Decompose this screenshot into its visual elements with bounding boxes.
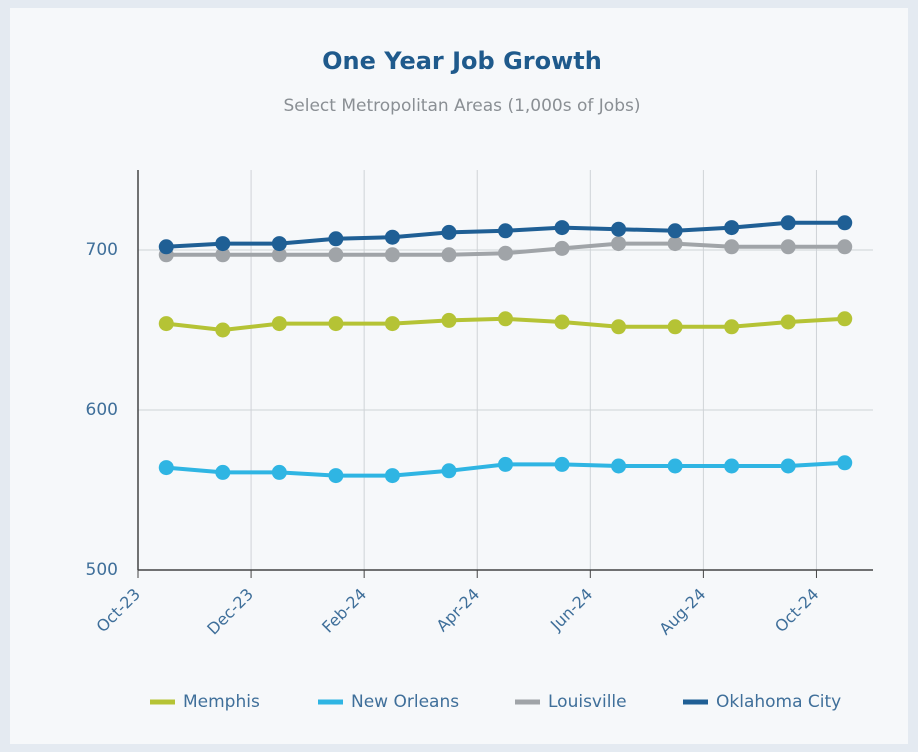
legend-label: Memphis	[183, 692, 260, 712]
data-point	[724, 239, 740, 255]
data-point	[215, 247, 231, 263]
data-point	[441, 463, 457, 479]
data-point	[215, 322, 231, 338]
data-point	[667, 223, 683, 239]
data-point	[611, 236, 627, 252]
data-point	[837, 455, 853, 471]
data-point	[498, 223, 513, 239]
data-point	[837, 239, 853, 255]
data-point	[215, 464, 231, 480]
y-tick-label: 700	[86, 240, 118, 260]
legend-label: Oklahoma City	[716, 692, 841, 712]
data-point	[498, 311, 513, 327]
data-point	[328, 247, 344, 263]
data-point	[158, 460, 174, 476]
data-point	[271, 316, 287, 332]
data-point	[780, 458, 796, 474]
data-point	[724, 220, 740, 236]
data-point	[611, 458, 627, 474]
data-point	[441, 247, 457, 263]
data-point	[667, 458, 683, 474]
data-point	[441, 312, 457, 328]
legend-label: Louisville	[548, 692, 627, 712]
data-point	[158, 316, 174, 332]
data-point	[780, 215, 796, 231]
data-point	[724, 458, 740, 474]
data-point	[780, 239, 796, 255]
data-point	[271, 236, 287, 252]
data-point	[384, 229, 400, 245]
data-point	[837, 311, 853, 327]
data-point	[780, 314, 796, 330]
data-point	[158, 239, 174, 255]
data-point	[554, 220, 570, 236]
data-point	[611, 221, 627, 237]
data-point	[724, 319, 740, 335]
data-point	[271, 247, 287, 263]
y-tick-label: 600	[86, 400, 118, 420]
data-point	[215, 236, 231, 252]
data-point	[554, 240, 570, 256]
data-point	[441, 224, 457, 240]
y-tick-label: 500	[86, 560, 118, 580]
legend-label: New Orleans	[351, 692, 459, 712]
data-point	[611, 319, 627, 335]
chart-subtitle: Select Metropolitan Areas (1,000s of Job…	[284, 96, 641, 116]
chart-title: One Year Job Growth	[322, 47, 602, 75]
data-point	[384, 316, 400, 332]
data-point	[667, 236, 683, 252]
data-point	[667, 319, 683, 335]
data-point	[328, 231, 344, 247]
data-point	[498, 456, 513, 472]
card	[10, 8, 908, 744]
data-point	[328, 468, 344, 484]
data-point	[328, 316, 344, 332]
data-point	[384, 247, 400, 263]
data-point	[837, 215, 853, 231]
data-point	[498, 245, 513, 261]
data-point	[554, 456, 570, 472]
data-point	[271, 464, 287, 480]
data-point	[554, 314, 570, 330]
data-point	[384, 468, 400, 484]
